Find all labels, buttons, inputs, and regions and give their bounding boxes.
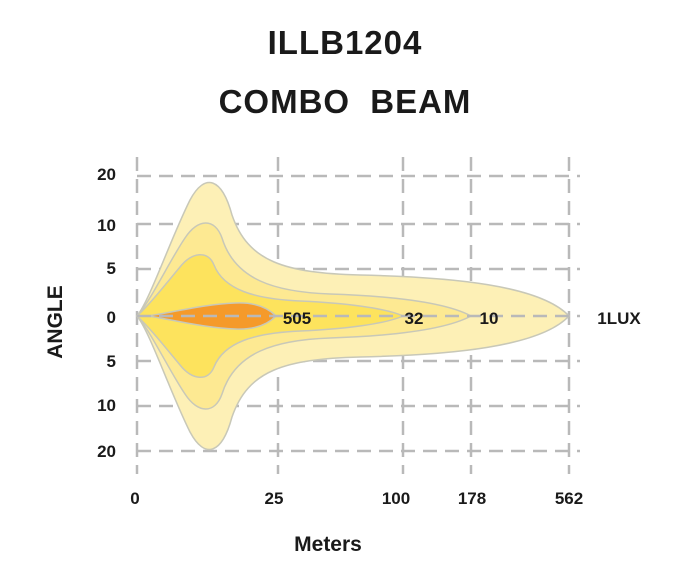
lux-label-10: 10	[480, 309, 499, 328]
x-tick-label: 100	[382, 489, 410, 508]
x-tick-label: 562	[555, 489, 583, 508]
y-tick-label: 5	[107, 352, 116, 371]
y-tick-label: 20	[97, 442, 116, 461]
chart-subtitle: COMBO BEAM	[218, 83, 472, 120]
y-tick-label: 0	[107, 308, 116, 327]
lux-label-505: 505	[283, 309, 311, 328]
y-tick-label: 20	[97, 165, 116, 184]
x-axis-title: Meters	[294, 533, 362, 556]
y-axis-title: ANGLE	[44, 285, 67, 359]
chart-title: ILLB1204	[267, 24, 423, 61]
y-tick-label: 10	[97, 216, 116, 235]
x-tick-label: 25	[265, 489, 284, 508]
x-tick-label: 0	[130, 489, 139, 508]
beam-pattern	[135, 181, 571, 451]
y-tick-label: 5	[107, 259, 116, 278]
lux-label-32: 32	[405, 309, 424, 328]
x-tick-label: 178	[458, 489, 486, 508]
y-tick-label: 10	[97, 396, 116, 415]
lux-label-1lux: 1LUX	[597, 309, 641, 328]
